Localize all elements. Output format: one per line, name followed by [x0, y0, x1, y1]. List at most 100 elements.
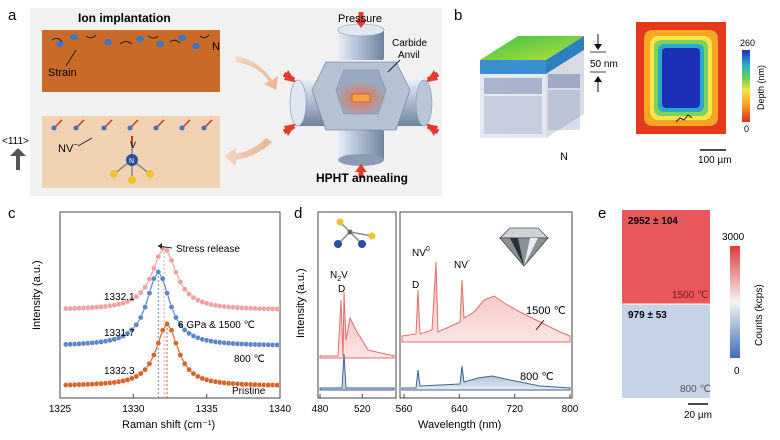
- pl-x-tick-label: 640: [451, 404, 468, 415]
- fluorescence-map-1500: [622, 210, 710, 304]
- panel-e-letter: e: [598, 205, 606, 222]
- raman-data-point: [137, 370, 144, 377]
- d-peak-label-left: D: [338, 284, 345, 295]
- panel-e: e 2952 ± 104 979 ± 53 1500 ℃ 800 ℃ 3000 …: [598, 205, 765, 421]
- raman-data-point: [142, 284, 148, 290]
- strain-arrow: [65, 49, 77, 67]
- raman-data-point: [173, 314, 179, 321]
- crystal-axis-label: <111>: [2, 136, 29, 147]
- panel-c-letter: c: [8, 205, 16, 222]
- v-label: V: [130, 140, 136, 150]
- n-atom-label: N: [129, 158, 134, 165]
- raman-data-point: [177, 321, 184, 328]
- depth-map: [636, 22, 726, 134]
- pl-x-tick-label: 800: [562, 404, 579, 415]
- peak-label-pink: 1332.1: [104, 292, 135, 303]
- panel-b-letter: b: [454, 7, 462, 24]
- raman-data-point: [129, 327, 135, 333]
- counts-cbar-min: 0: [734, 366, 740, 377]
- raman-data-point: [186, 330, 192, 337]
- raman-x-ticks: 1325 1330 1335 1340: [49, 394, 292, 415]
- raman-data-point: [177, 352, 184, 358]
- pl-spectrum-1500-left: [319, 291, 395, 359]
- raman-series: [63, 245, 280, 398]
- depth-scalebar-label: 100 µm: [698, 155, 732, 166]
- raman-data-point: [151, 352, 157, 358]
- raman-data-point: [168, 327, 175, 334]
- raman-data-point: [137, 314, 144, 321]
- map-temp-800: 800 ℃: [680, 384, 711, 395]
- pl-x-tick-label: 720: [506, 404, 523, 415]
- raman-data-point: [151, 265, 157, 272]
- raman-data-point: [124, 330, 131, 337]
- raman-data-point: [274, 306, 280, 312]
- stress-release-arrowhead: [158, 243, 162, 249]
- pl-spectrum-1500-right: [401, 261, 571, 343]
- thickness-arrowhead-top: [594, 44, 602, 50]
- depth-cbar-min: 0: [744, 124, 749, 134]
- raman-data-point: [159, 327, 166, 334]
- carbide-label: Carbide: [392, 38, 427, 49]
- pl-1500-pointer: [535, 319, 545, 331]
- count-value-800: 979 ± 53: [628, 310, 667, 321]
- panel-d-letter: d: [294, 205, 302, 222]
- pl-1500-label: 1500 ℃: [526, 305, 566, 317]
- ion-implantation-title: Ion implantation: [78, 11, 171, 25]
- raman-data-point: [181, 360, 188, 367]
- nv-dots: [51, 125, 207, 131]
- n2v-molecule-icon: [334, 218, 376, 248]
- raman-data-point: [142, 304, 148, 310]
- map-temp-1500: 1500 ℃: [672, 290, 708, 301]
- nv-label: NV−: [58, 140, 78, 155]
- raman-data-point: [173, 340, 179, 346]
- fluorescence-map-800: [622, 304, 710, 398]
- raman-data-point: [181, 327, 188, 333]
- nv0-peak-label: NV0: [412, 246, 430, 259]
- raman-data-point: [146, 360, 153, 367]
- series-label-pink: 6 GPa & 1500 ℃: [178, 320, 255, 331]
- counts-cbar-max: 3000: [722, 232, 745, 243]
- nvm-peak-label: NV-: [454, 258, 471, 271]
- counts-colorbar: [730, 246, 740, 358]
- count-value-1500: 2952 ± 104: [628, 216, 678, 227]
- raman-data-point: [274, 342, 280, 348]
- pl-plot-frame-left: [317, 211, 397, 399]
- strain-label: Strain: [48, 67, 77, 79]
- process-arrow-top: [236, 56, 278, 90]
- pressure-label: Pressure: [338, 13, 382, 25]
- thickness-label: 50 nm: [590, 59, 618, 70]
- pl-spectrum-800-right: [401, 365, 571, 391]
- raman-x-tick-label: 1330: [122, 404, 145, 415]
- pl-y-axis-label: Intensity (a.u.): [295, 268, 307, 338]
- stress-release-label: Stress release: [176, 244, 240, 255]
- raman-data-point: [186, 366, 192, 373]
- raman-data-point: [133, 293, 140, 300]
- implanted-diamond-slab: [42, 30, 220, 92]
- raman-data-point: [129, 296, 135, 303]
- raman-data-point: [168, 304, 175, 310]
- raman-y-axis-label: Intensity (a.u.): [31, 260, 43, 330]
- pl-plot-frame-right: [399, 211, 573, 399]
- raman-data-point: [159, 275, 166, 282]
- anvil-label: Anvil: [398, 50, 420, 61]
- raman-data-point: [190, 370, 197, 377]
- pl-800-label: 800 ℃: [520, 371, 554, 383]
- raman-data-point: [133, 373, 140, 380]
- depth-cube: [480, 36, 584, 138]
- pl-x-ticks: 480 520 560 640 720 800: [312, 394, 579, 415]
- depth-cbar-max: 260: [740, 38, 755, 48]
- panel-a: a Ion implantation N Strain N: [2, 7, 442, 196]
- raman-data-point: [186, 291, 192, 297]
- nv-center-model: [110, 136, 154, 184]
- pl-x-axis-label: Wavelength (nm): [418, 419, 501, 431]
- process-arrow-bottom: [224, 138, 272, 166]
- crystal-axis-arrow: [10, 148, 26, 170]
- series-label-orange: Pristine: [232, 386, 266, 397]
- raman-data-point: [190, 294, 197, 301]
- implanted-ions: [51, 34, 210, 49]
- panel-a-letter: a: [8, 7, 17, 24]
- d-peak-label-right: D: [412, 280, 419, 291]
- counts-colorbar-title: Counts (kcps): [754, 284, 765, 346]
- raman-data-point: [142, 366, 148, 373]
